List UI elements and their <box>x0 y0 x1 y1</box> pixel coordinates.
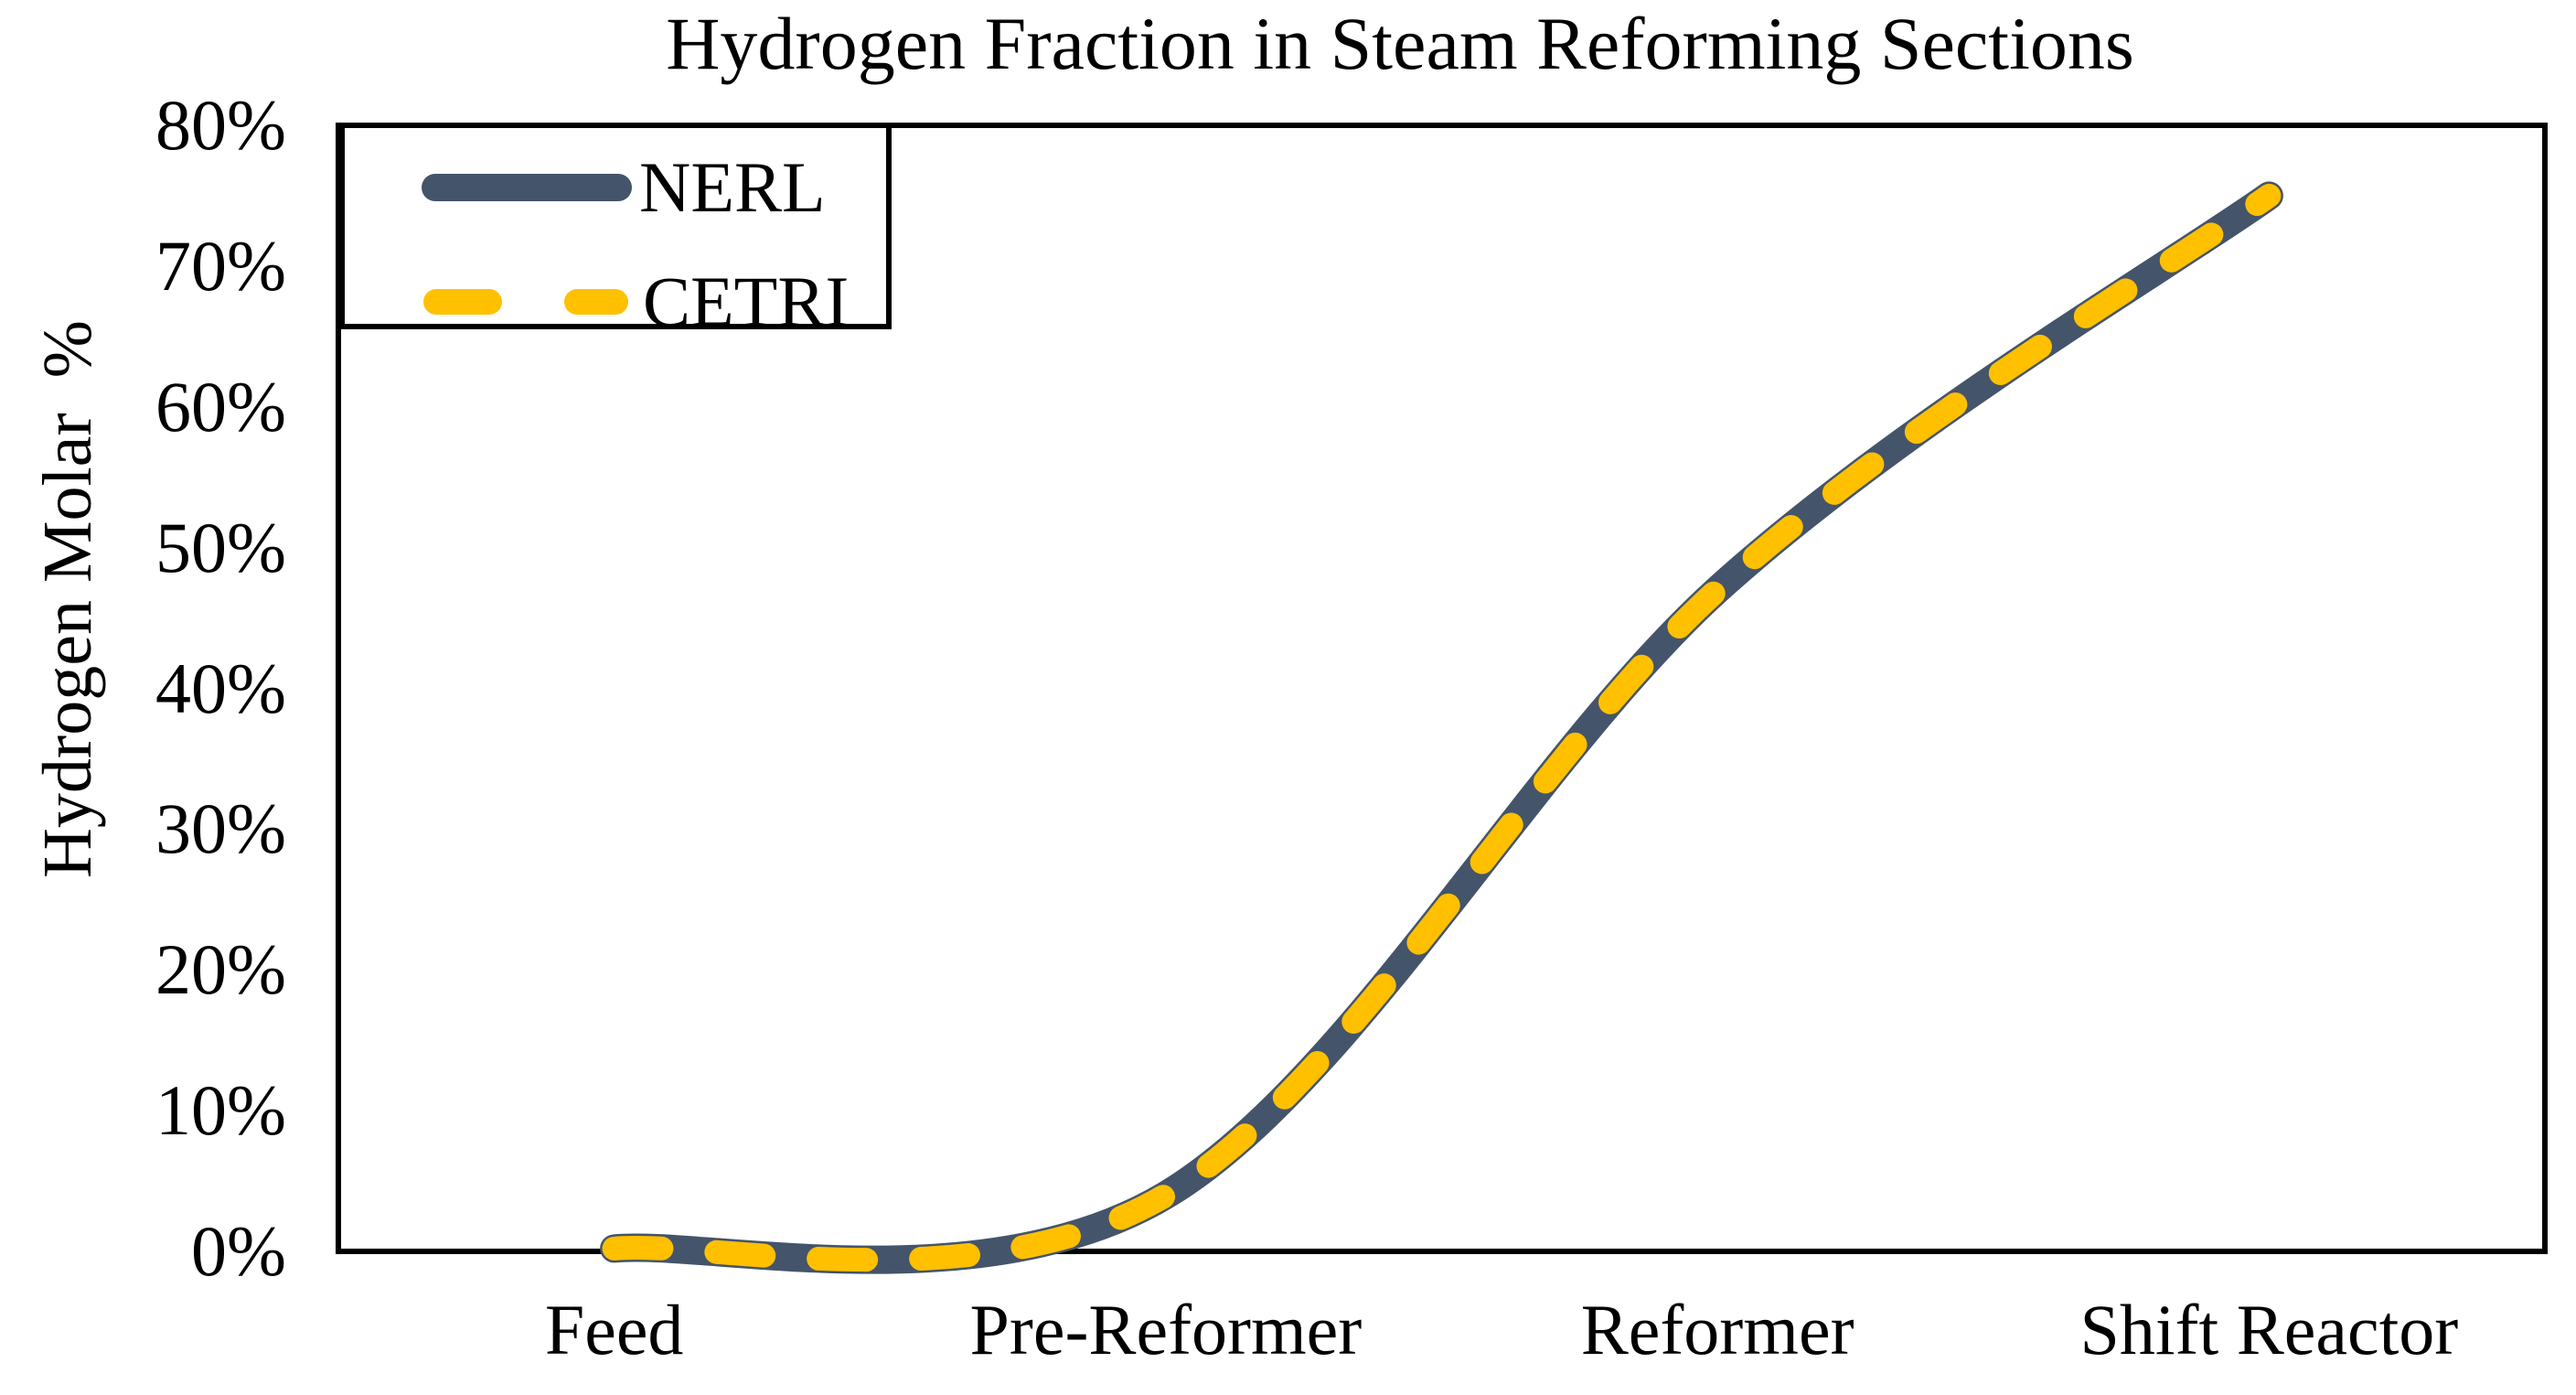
legend: NERL CETRI <box>339 123 892 338</box>
y-tick-label: 50% <box>155 507 286 587</box>
y-tick-label: 80% <box>155 85 286 165</box>
x-tick-label: Pre-Reformer <box>969 1290 1363 1369</box>
x-tick-label: Reformer <box>1580 1290 1855 1369</box>
legend-line-sample-nerl <box>422 174 632 201</box>
legend-dash-sample-cetri <box>564 289 628 315</box>
legend-label-nerl: NERL <box>639 147 826 227</box>
legend-dash-sample-cetri <box>423 289 502 315</box>
y-tick-label: 70% <box>155 225 286 306</box>
y-tick-label: 0% <box>191 1211 286 1291</box>
y-tick-label: 20% <box>155 929 286 1010</box>
chart-title: Hydrogen Fraction in Steam Reforming Sec… <box>666 2 2134 85</box>
x-tick-label: Feed <box>544 1290 684 1369</box>
y-tick-label: 30% <box>155 789 286 869</box>
legend-label-cetri: CETRI <box>643 262 850 341</box>
x-tick-label: Shift Reactor <box>2079 1290 2459 1369</box>
y-tick-label: 40% <box>155 648 286 728</box>
y-tick-label: 10% <box>155 1070 286 1151</box>
series-line-cetri <box>602 183 2282 1272</box>
y-tick-label: 60% <box>155 366 286 446</box>
